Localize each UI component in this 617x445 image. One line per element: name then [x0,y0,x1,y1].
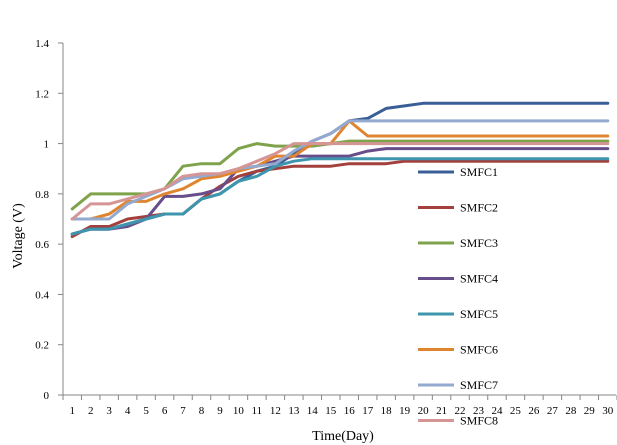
x-axis: 1 2 3 4 5 6 7 8 9 10 11 12 13 14 15 16 17 18 19 20 21 22 23 24 2… [62,394,617,417]
x-tick-label: 11 [252,405,263,417]
x-tick-label: 17 [362,405,374,417]
x-tick-label: 20 [418,405,430,417]
y-axis-title: Voltage (V) [11,203,26,269]
series-lines [70,101,610,239]
x-tick-label: 19 [399,405,411,417]
y-tick-label: 0.6 [35,239,49,251]
x-tick-label: 22 [455,405,466,417]
legend-label: SMFC3 [460,236,498,250]
x-tick-label: 2 [88,405,94,417]
x-tick-label: 30 [602,405,614,417]
x-tick-label: 25 [510,405,522,417]
x-tick-label: 15 [325,405,337,417]
x-tick-label: 18 [381,405,393,417]
y-tick-label: 1.4 [35,38,49,50]
legend-label: SMFC2 [460,201,498,215]
y-tick-label: 0.2 [35,340,49,352]
legend-label: SMFC6 [460,343,498,357]
y-tick-label: 0.4 [35,289,49,301]
x-tick-label: 21 [436,405,447,417]
x-tick-label: 24 [491,405,503,417]
legend-label: SMFC8 [460,414,498,428]
x-tick-label: 23 [473,405,485,417]
series-line-smfc4 [70,147,610,236]
legend-label: SMFC5 [460,307,498,321]
y-tick-label: 0.8 [35,189,49,201]
x-tick-label: 6 [162,405,168,417]
series-line-smfc6 [70,119,610,221]
legend-label: SMFC7 [460,378,498,392]
series-line-smfc8 [70,142,610,221]
x-tick-label: 14 [307,405,319,417]
x-tick-label: 10 [233,405,245,417]
y-tick-label: 0 [44,390,50,402]
x-axis-title: Time(Day) [312,429,374,444]
x-tick-label: 9 [217,405,223,417]
legend-label: SMFC1 [460,165,498,179]
x-tick-label: 7 [180,405,186,417]
x-tick-label: 26 [528,405,540,417]
legend: SMFC1 SMFC2 SMFC3 SMFC4 SMFC5 SMFC6 SMFC7 SMFC8 [418,165,498,428]
x-tick-label: 12 [270,405,281,417]
x-tick-label: 29 [584,405,596,417]
x-tick-label: 8 [199,405,205,417]
y-tick-label: 1.2 [35,88,49,100]
y-axis: 0 0.2 0.4 0.6 0.8 1 1.2 1.4 [35,38,64,402]
x-tick-label: 5 [143,405,149,417]
x-tick-label: 28 [565,405,577,417]
x-tick-label: 1 [69,405,75,417]
x-tick-label: 13 [288,405,300,417]
x-tick-label: 27 [547,405,559,417]
x-tick-label: 3 [106,405,112,417]
series-line-smfc5 [70,157,610,236]
legend-label: SMFC4 [460,272,498,286]
x-tick-label: 16 [344,405,356,417]
y-tick-label: 1 [44,139,50,151]
x-tick-label: 4 [125,405,131,417]
